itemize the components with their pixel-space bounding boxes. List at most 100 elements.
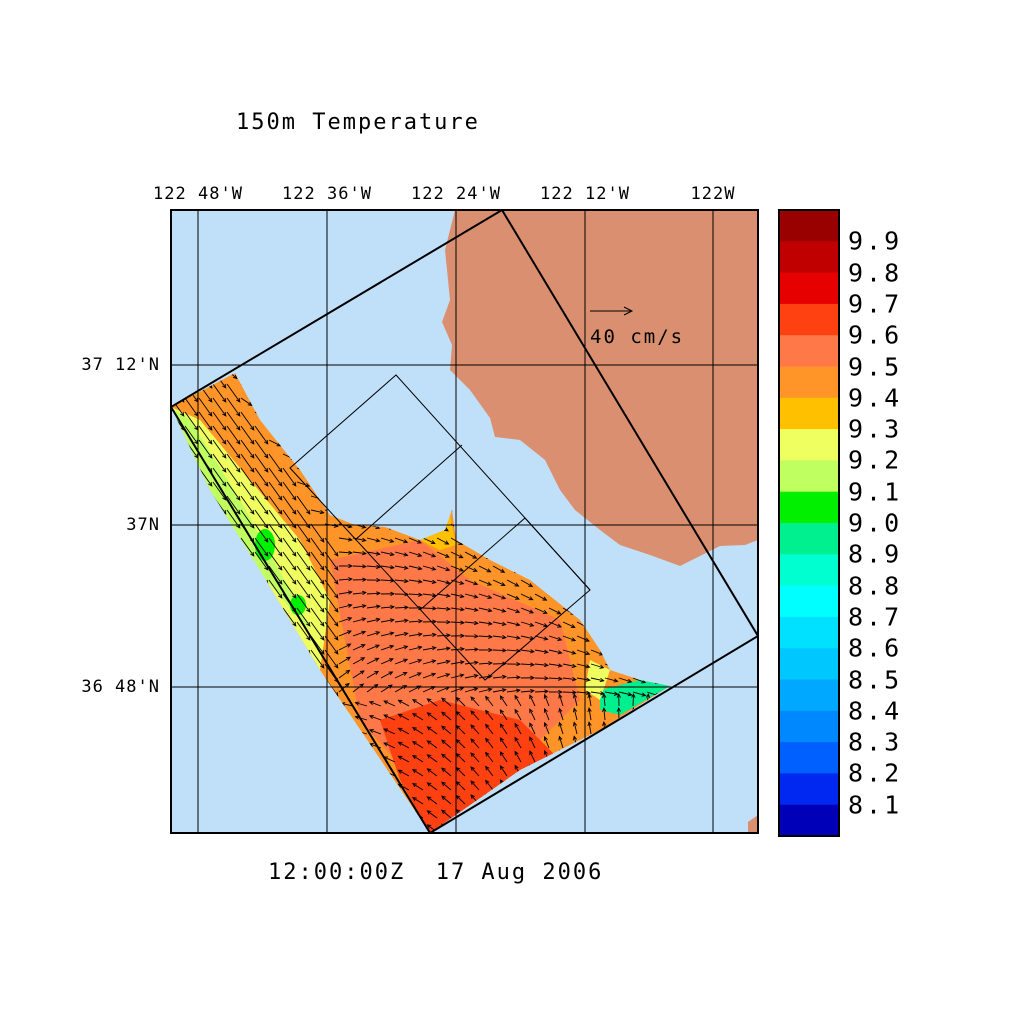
velocity-arrow [198, 467, 213, 487]
velocity-arrow [338, 577, 353, 582]
colorbar-band [779, 585, 839, 618]
velocity-arrow [562, 690, 578, 695]
velocity-arrow [485, 751, 494, 763]
velocity-arrow [436, 537, 450, 545]
velocity-arrow [397, 755, 410, 763]
velocity-arrow [529, 722, 536, 735]
colorbar-band [779, 460, 839, 493]
velocity-arrow [548, 676, 563, 681]
colorbar-label: 9.6 [848, 320, 903, 350]
velocity-arrow [450, 607, 465, 612]
velocity-arrow [436, 606, 451, 611]
velocity-arrow [543, 735, 550, 749]
velocity-arrow [310, 509, 325, 515]
velocity-arrow [408, 551, 423, 557]
velocity-arrow [492, 688, 507, 693]
velocity-arrow [338, 563, 354, 569]
colorbar-label: 8.9 [848, 539, 903, 569]
velocity-arrow [422, 537, 436, 544]
velocity-arrow [212, 425, 227, 445]
velocity-arrow [226, 831, 241, 833]
velocity-arrow [352, 577, 368, 582]
velocity-arrow [422, 606, 438, 611]
velocity-arrow [506, 579, 520, 587]
velocity-arrow [352, 670, 365, 679]
velocity-arrow [310, 607, 325, 627]
velocity-arrow [310, 649, 325, 669]
velocity-arrow [426, 698, 438, 707]
velocity-arrow [352, 604, 367, 609]
lat-label: 36 48'N [81, 677, 160, 697]
velocity-arrow [380, 591, 396, 596]
velocity-arrow [226, 495, 241, 515]
velocity-arrow [470, 738, 480, 749]
velocity-arrow [506, 621, 521, 627]
velocity-arrow [534, 593, 548, 601]
velocity-arrow [426, 768, 438, 777]
velocity-arrow [558, 721, 564, 735]
velocity-arrow [441, 725, 452, 735]
velocity-arrow [212, 831, 227, 833]
lon-label: 122 24'W [411, 184, 501, 204]
velocity-arrow [338, 669, 351, 679]
velocity-arrow [426, 782, 438, 791]
velocity-arrow [394, 551, 409, 557]
velocity-arrow [310, 523, 325, 543]
velocity-arrow [226, 383, 241, 403]
velocity-arrow [368, 701, 382, 707]
velocity-arrow [426, 810, 438, 819]
velocity-arrow [368, 729, 382, 735]
velocity-arrow [282, 565, 297, 585]
velocity-arrow [380, 658, 394, 665]
velocity-arrow [296, 593, 311, 613]
velocity-arrow [450, 565, 465, 572]
velocity-arrow [450, 673, 465, 679]
velocity-arrow [411, 797, 424, 805]
velocity-arrow [324, 831, 339, 833]
velocity-arrow [240, 481, 255, 501]
velocity-arrow [282, 467, 297, 487]
velocity-arrow [338, 682, 350, 693]
velocity-arrow [441, 753, 452, 763]
velocity-arrow [366, 631, 381, 637]
velocity-arrow [492, 565, 506, 573]
velocity-arrow [485, 709, 494, 721]
colorbar-band [779, 710, 839, 743]
colorbar-label: 9.5 [848, 352, 903, 381]
velocity-arrow [310, 579, 325, 599]
colorbar-label: 9.7 [848, 289, 903, 319]
velocity-arrow [422, 619, 438, 624]
velocity-arrow [226, 439, 241, 459]
velocity-arrow [198, 397, 213, 417]
velocity-arrow [352, 630, 367, 637]
velocity-arrow [520, 649, 535, 654]
velocity-arrow [226, 467, 241, 487]
velocity-arrow [411, 769, 424, 777]
velocity-arrow [366, 604, 381, 609]
velocity-arrow [441, 711, 452, 721]
velocity-arrow [534, 635, 549, 641]
velocity-arrow [268, 565, 283, 585]
velocity-arrow [616, 692, 621, 707]
velocity-arrow [226, 397, 241, 417]
velocity-arrow [268, 481, 283, 501]
land [748, 815, 758, 833]
velocity-arrow [212, 411, 227, 431]
colorbar-band [779, 648, 839, 680]
velocity-arrow [506, 688, 521, 693]
velocity-arrow [478, 593, 493, 599]
velocity-arrow [422, 632, 437, 638]
velocity-arrow [380, 551, 395, 557]
velocity-arrow [499, 695, 508, 707]
map-title: 150m Temperature [236, 110, 480, 135]
velocity-arrow [534, 676, 550, 681]
velocity-arrow [436, 673, 451, 679]
colorbar-band [779, 554, 839, 587]
velocity-arrow [520, 579, 534, 588]
velocity-arrow [464, 687, 479, 693]
velocity-arrow [226, 411, 241, 431]
velocity-arrow [268, 537, 283, 557]
velocity-arrow [464, 579, 479, 586]
velocity-arrow [397, 769, 410, 777]
velocity-arrow [338, 616, 353, 623]
